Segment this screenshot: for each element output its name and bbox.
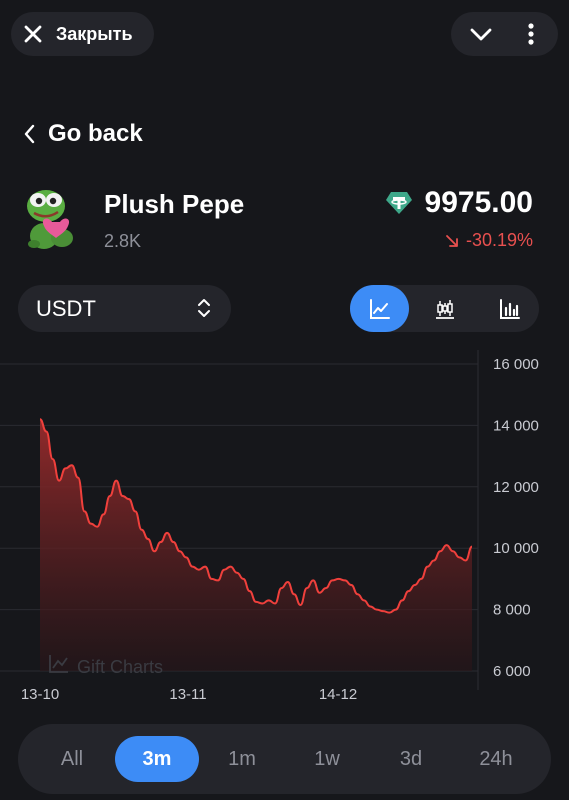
tether-icon [385,192,412,214]
y-tick-label: 10 000 [493,540,539,557]
watermark-text: Gift Charts [77,657,163,677]
period-selector: All 3m 1m 1w 3d 24h [18,724,551,794]
go-back-label: Go back [48,120,143,147]
currency-value: USDT [36,295,96,321]
price-area-fill [40,419,472,671]
line-chart-icon [369,298,390,319]
bar-chart-button[interactable] [480,285,539,332]
currency-select[interactable]: USDT [18,285,231,332]
chevron-down-icon[interactable] [469,23,493,45]
gift-avatar [27,190,73,249]
candlestick-button[interactable] [415,285,474,332]
price-change: -30.19% [444,230,533,251]
line-chart-button[interactable] [350,285,409,332]
top-bar: Закрыть [0,0,569,70]
chevron-up-down-icon [198,299,210,317]
close-button[interactable]: Закрыть [11,12,154,56]
x-tick-label: 14-12 [319,686,357,703]
arrow-down-right-icon [446,234,458,247]
gift-name: Plush Pepe [104,189,245,219]
close-icon [24,25,42,43]
period-button-1m[interactable]: 1m [228,747,256,770]
period-button-3m[interactable]: 3m [115,736,199,782]
price-line [39,418,473,614]
chevron-left-icon [24,124,35,144]
bar-chart-icon [499,298,520,319]
candlestick-icon [435,299,454,319]
x-tick-label: 13-11 [169,686,206,703]
go-back-button[interactable]: Go back [22,120,143,148]
y-tick-label: 14 000 [493,417,539,434]
chart-view-switch [350,285,539,332]
window-menu [451,12,558,56]
y-tick-label: 6 000 [493,663,531,680]
period-button-1w[interactable]: 1w [314,747,340,770]
y-tick-label: 8 000 [493,602,531,619]
price-row: 9975.00 [385,186,533,220]
period-button-all[interactable]: All [60,747,84,770]
watermark-chart-icon [49,655,68,673]
y-tick-label: 16 000 [493,356,539,373]
more-options-icon[interactable] [521,22,541,46]
period-button-3d[interactable]: 3d [399,747,423,770]
price-chart: 16 000 14 000 12 000 10 000 8 000 6 000 Gift C… [0,350,569,710]
price-chart-svg: 16 000 14 000 12 000 10 000 8 000 6 000 Gift C… [0,350,539,703]
y-tick-label: 12 000 [493,479,539,496]
gift-count: 2.8K [104,231,142,251]
current-price: 9975.00 [424,186,533,219]
close-label: Закрыть [56,23,133,44]
price-change-value: -30.19% [465,230,533,250]
x-tick-label: 13-10 [21,686,59,703]
period-button-24h[interactable]: 24h [479,747,513,770]
